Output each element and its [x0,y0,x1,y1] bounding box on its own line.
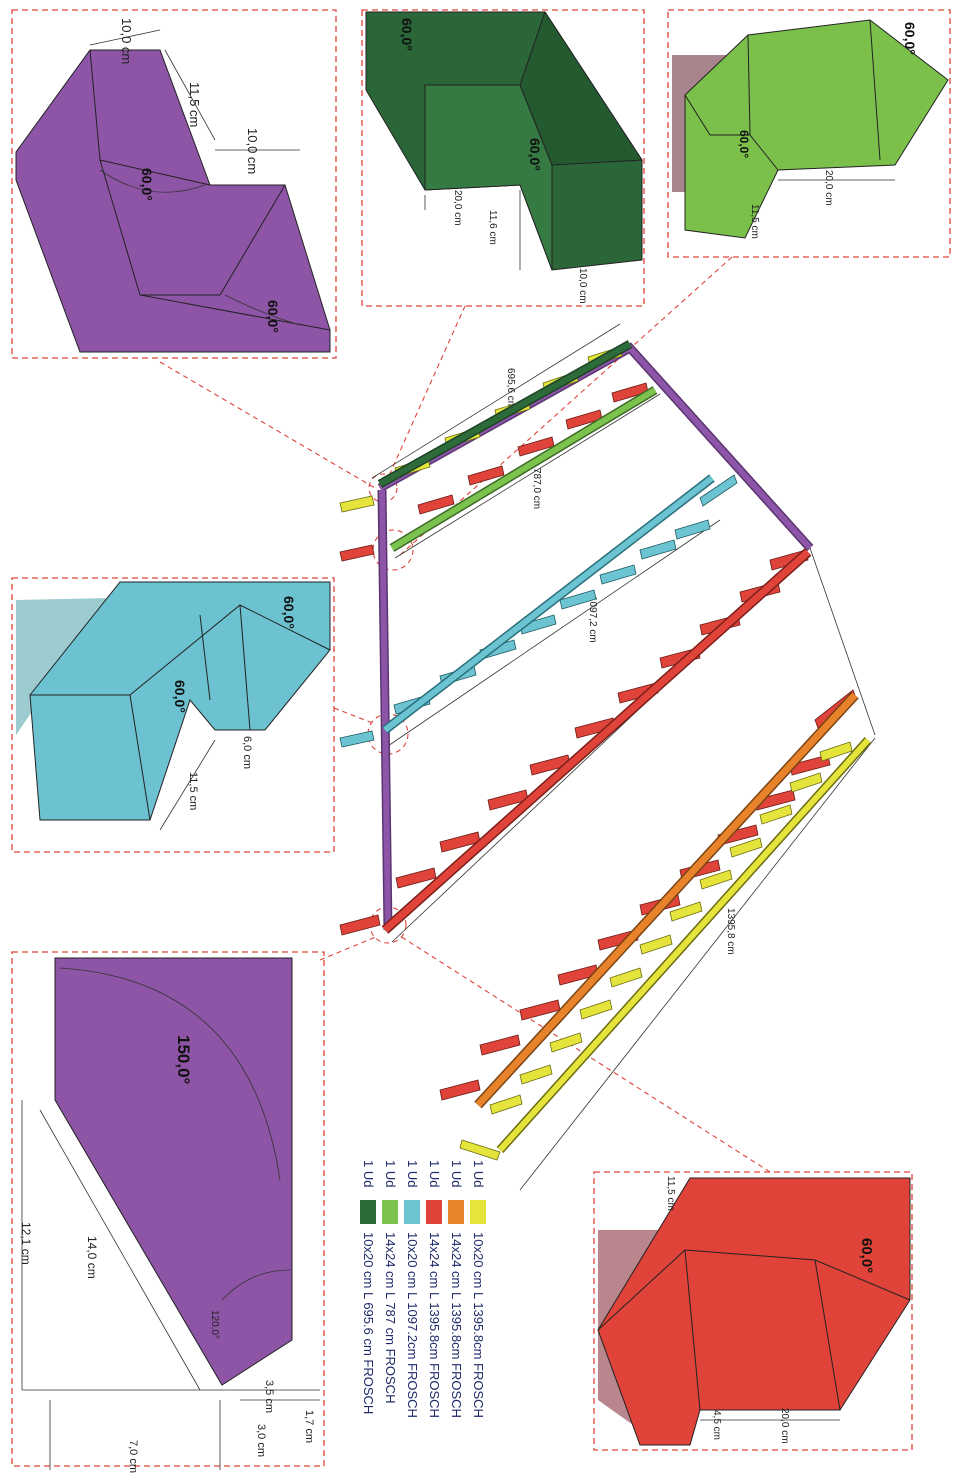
purple-cut-shape [54,957,293,1386]
detail-mid-left: 60,0° 60,0° 6,0 cm 11,5 cm [11,577,335,853]
legend-swatch [360,1200,376,1224]
dim-label: 1,7 cm [303,1410,315,1443]
dim-label: 7,0 cm [127,1440,139,1473]
legend-text: 10x20 cm L 1395.8cm FROSCH [471,1232,486,1418]
detail-top-mid: 60,0° 60,0° 20,0 cm 11,6 cm 10,0 cm [361,9,645,307]
legend-swatch [470,1200,486,1224]
dim-label: 3,0 cm [255,1424,267,1457]
legend-swatch [448,1200,464,1224]
legend-swatch [382,1200,398,1224]
cyan-beam [383,475,714,733]
dim-label: 11,5 cm [749,204,760,239]
legend-item: 1 Ud 10x20 cm L 1097.2cm FROSCH [404,1160,420,1418]
legend-qty: 1 Ud [427,1160,442,1187]
legend-swatch [426,1200,442,1224]
legend-item: 1 Ud 10x20 cm L 695.6 cm FROSCH [360,1160,376,1414]
dim-label: 6,0 cm [241,736,253,769]
detail-bottom-right: 60,0° 11,5 cm 4,5 cm 20,0 cm [593,1171,913,1451]
angle-label: 60,0° [281,596,297,629]
angle-label: 60,0° [399,18,415,51]
purple-beam-shape [15,49,331,353]
detail-frame [11,9,337,359]
detail-frame [361,9,645,307]
angle-label: 60,0° [527,138,543,171]
angle-label: 60,0° [265,300,281,333]
dim-label: 695,6 cm [505,368,516,409]
dim-label: 3,5 cm [263,1380,275,1413]
angle-label: 60,0° [858,1238,875,1273]
yellow-ladder [459,741,853,1161]
legend-qty: 1 Ud [383,1160,398,1187]
light-green-beam [390,387,657,551]
cyan-beam-shape [29,581,331,821]
angle-label: 60,0° [902,22,918,55]
legend-item: 1 Ud 14x24 cm L 1395.8cm FROSCH [426,1160,442,1418]
detail-bottom-left: 150,0° 120,0° 12,1 cm 14,0 cm 1,7 cm 3,5… [11,951,325,1473]
dim-label: 4,5 cm [711,1410,722,1440]
light-green-beam-shape [684,19,949,239]
legend-item: 1 Ud 10x20 cm L 1395.8cm FROSCH [470,1160,486,1418]
dark-green-beam [378,341,632,487]
legend-item: 1 Ud 14x24 cm L 787 cm FROSCH [382,1160,398,1403]
dim-label: 11,6 cm [487,210,498,245]
red-beam [382,549,811,933]
dim-label: 10,0 cm [119,18,134,64]
orange-beam [475,692,858,1108]
dim-label: 11,5 cm [665,1176,676,1211]
legend-text: 10x20 cm L 1097.2cm FROSCH [405,1232,420,1418]
legend-text: 14x24 cm L 787 cm FROSCH [383,1232,398,1403]
detail-frame [11,951,325,1467]
dim-label: 20,0 cm [452,190,463,226]
purple-post [379,489,391,931]
angle-label: 120,0° [209,1310,220,1339]
legend-qty: 1 Ud [449,1160,464,1187]
detail-frame [593,1171,913,1451]
dim-label: 20,0 cm [779,1408,790,1444]
cyan-rafters [339,474,738,748]
legend-item: 1 Ud 14x24 cm L 1395.8cm FROSCH [448,1160,464,1418]
legend-qty: 1 Ud [361,1160,376,1187]
legend-qty: 1 Ud [471,1160,486,1187]
dim-label: 20,0 cm [823,170,834,206]
detail-frame [667,9,951,258]
angle-label: 150,0° [174,1035,193,1085]
dim-label: 14,0 cm [85,1236,99,1279]
yellow-beam [497,737,871,1153]
detail-top-left: 10,0 cm 11,5 cm 10,0 cm 60,0° 60,0° [11,9,337,359]
detail-top-right: 60,0° 60,0° 20,0 cm 11,5 cm [667,9,951,258]
angle-label: 60,0° [139,168,155,201]
dim-label: 1097,2 cm [587,596,598,643]
dim-label: 11,5 cm [187,82,202,127]
dim-label: 10,0 cm [577,268,588,304]
angle-label: 60,0° [172,680,188,713]
dim-label: 11,5 cm [187,772,199,810]
red-rafters [339,549,809,936]
angle-label: 60,0° [737,130,751,158]
main-structure: 695,6 cm 787,0 cm 1097,2 cm 1395,8 cm [339,323,876,1191]
legend-qty: 1 Ud [405,1160,420,1187]
dim-label: 787,0 cm [531,468,542,509]
legend-text: 14x24 cm L 1395.8cm FROSCH [449,1232,464,1418]
legend-text: 10x20 cm L 695.6 cm FROSCH [361,1232,376,1414]
legend-text: 14x24 cm L 1395.8cm FROSCH [427,1232,442,1418]
detail-frame [11,577,335,853]
bottom-red-rafters [439,689,857,1101]
red-rafters-row2 [339,382,649,562]
legend: 1 Ud 10x20 cm L 1395.8cm FROSCH 1 Ud 14x… [360,1160,486,1418]
legend-swatch [404,1200,420,1224]
dim-label: 1395,8 cm [725,908,736,955]
dim-label: 10,0 cm [245,128,260,174]
dim-label: 12,1 cm [19,1222,33,1265]
red-beam-shape [597,1177,911,1446]
